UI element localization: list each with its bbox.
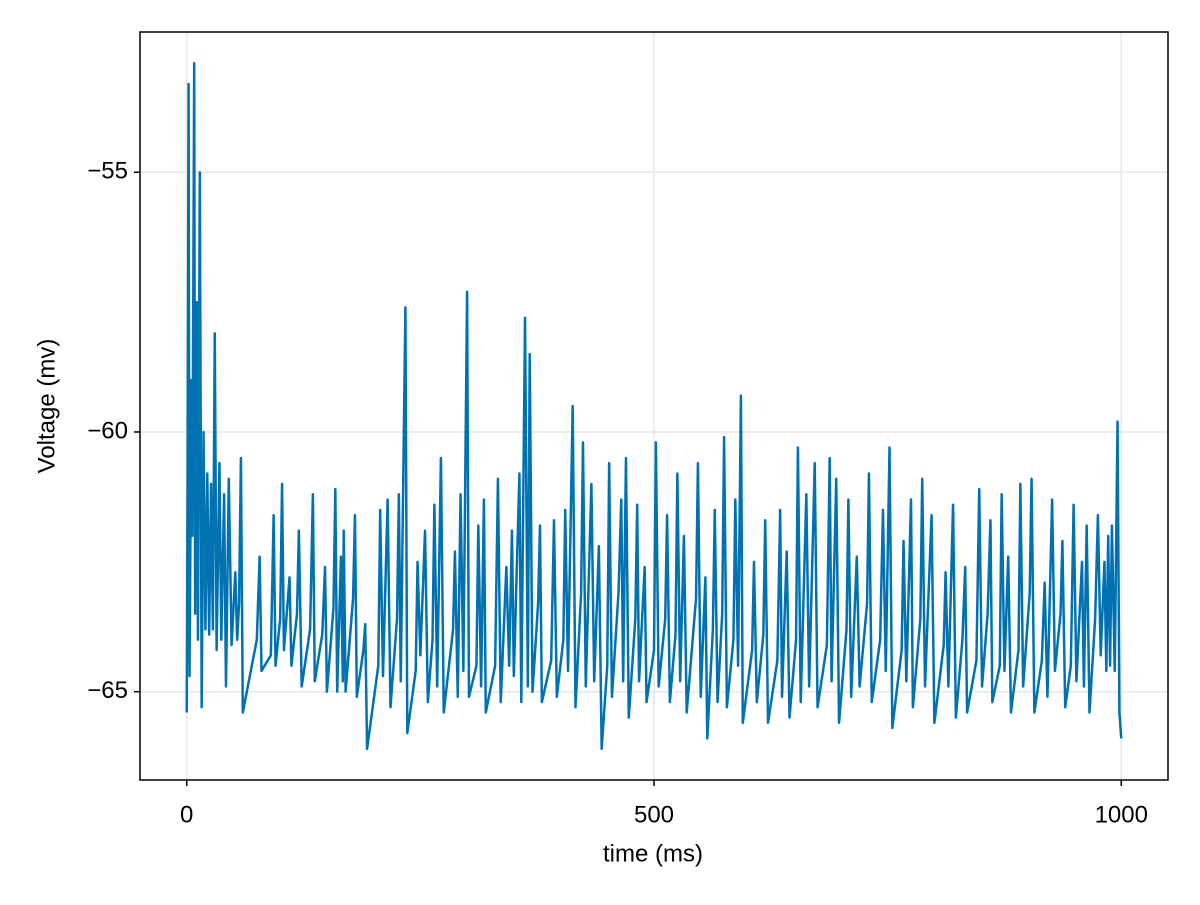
data-line [185, 61, 1123, 751]
x-tick-label: 1000 [1095, 801, 1148, 828]
x-tick-label: 0 [180, 801, 193, 828]
y-axis-label: Voltage (mv) [33, 339, 60, 474]
x-tick-label: 500 [634, 801, 674, 828]
y-tick-label: −55 [87, 158, 128, 185]
x-axis-label: time (ms) [603, 840, 703, 867]
y-tick-label: −60 [87, 417, 128, 444]
y-tick-label: −65 [87, 677, 128, 704]
